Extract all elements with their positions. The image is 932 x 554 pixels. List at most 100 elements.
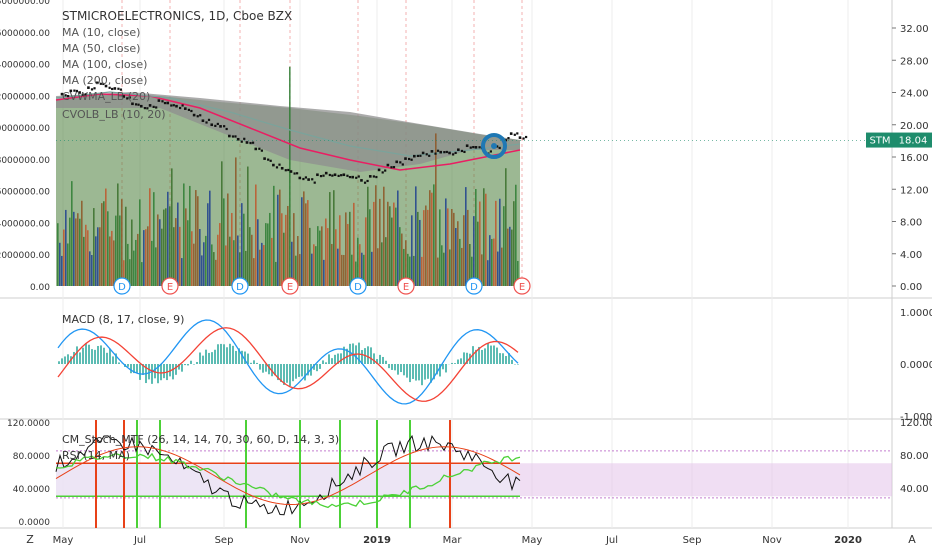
macd-histogram-bar: [172, 364, 174, 379]
volume-bar: [315, 246, 317, 286]
auto-scale-button[interactable]: A: [908, 533, 916, 546]
price-point: [223, 125, 225, 127]
volume-bar: [141, 262, 143, 286]
volume-bar: [513, 201, 515, 286]
macd-tick-label: 0.0000: [900, 360, 932, 371]
macd-histogram-bar: [502, 353, 504, 364]
volume-tick-label: 0.00: [30, 283, 50, 293]
volume-tick-label: 8000000.00: [0, 156, 50, 166]
volume-bar: [75, 218, 77, 286]
price-tick-label: 4.00: [900, 250, 922, 261]
macd-histogram-bar: [163, 364, 165, 378]
price-point: [190, 110, 192, 112]
price-point: [290, 170, 293, 173]
volume-bar: [411, 215, 413, 286]
macd-histogram-bar: [286, 364, 288, 383]
macd-histogram-bar: [229, 344, 231, 364]
macd-histogram-bar: [73, 352, 75, 364]
price-point: [519, 136, 522, 139]
macd-histogram-bar: [481, 350, 483, 364]
volume-bar: [81, 201, 83, 286]
volume-bar: [223, 198, 225, 286]
volume-bar: [159, 219, 161, 286]
volume-bar: [89, 251, 91, 286]
volume-bar: [389, 206, 391, 286]
volume-bar: [95, 236, 97, 286]
price-point: [448, 152, 451, 155]
price-point: [399, 161, 401, 163]
volume-bar: [345, 212, 347, 286]
log-scale-button[interactable]: Z: [26, 533, 34, 546]
macd-histogram-bar: [334, 355, 336, 364]
price-point: [199, 114, 201, 116]
volume-bar: [293, 213, 295, 286]
volume-bar: [425, 206, 427, 286]
time-tick-label: May: [522, 535, 543, 546]
macd-histogram-bar: [259, 364, 261, 370]
volume-bar: [489, 235, 491, 286]
volume-bar: [347, 224, 349, 286]
volume-bar: [273, 186, 275, 286]
price-point: [507, 137, 509, 139]
price-point: [258, 148, 260, 150]
price-point: [182, 104, 184, 106]
macd-histogram-bar: [298, 364, 300, 377]
price-tick-label: 0.00: [900, 282, 922, 293]
volume-bar: [163, 210, 165, 286]
volume-bar: [377, 248, 379, 286]
macd-histogram-bar: [223, 344, 225, 364]
volume-bar: [453, 213, 455, 286]
macd-histogram-bar: [199, 353, 201, 364]
volume-bar: [165, 208, 167, 286]
volume-tick-label: 2000000.00: [0, 251, 50, 261]
volume-bar: [231, 213, 233, 286]
volume-bar: [339, 215, 341, 286]
volume-bar: [443, 253, 445, 286]
volume-bar: [379, 199, 381, 286]
price-badge-value: 18.04: [899, 136, 928, 147]
price-point: [516, 132, 518, 134]
volume-tick-label: 18000000.00: [0, 0, 50, 7]
volume-bar: [67, 243, 69, 286]
volume-bar: [101, 203, 103, 286]
event-marker-label: E: [167, 282, 173, 293]
price-point: [373, 175, 375, 177]
volume-bar: [385, 237, 387, 286]
volume-bar: [193, 244, 195, 286]
volume-bar: [241, 203, 243, 286]
macd-histogram-bar: [226, 347, 228, 364]
price-point: [278, 164, 280, 166]
price-point: [457, 148, 460, 151]
price-point: [329, 174, 331, 176]
volume-bar: [225, 245, 227, 286]
volume-bar: [151, 241, 153, 286]
price-point: [419, 155, 421, 157]
time-tick-label: Mar: [443, 535, 463, 546]
volume-bar: [371, 252, 373, 286]
macd-histogram-bar: [100, 345, 102, 364]
macd-histogram-bar: [322, 360, 324, 364]
event-marker-label: E: [403, 282, 409, 293]
volume-bar: [137, 234, 139, 286]
volume-bar: [153, 192, 155, 286]
macd-histogram-bar: [211, 352, 213, 364]
indicator-ma10-label: MA (10, close): [62, 26, 140, 39]
price-point: [364, 182, 366, 184]
volume-bar: [185, 208, 187, 286]
volume-bar: [387, 202, 389, 286]
macd-histogram-bar: [325, 362, 327, 364]
macd-pane[interactable]: [58, 320, 519, 404]
volume-bar: [497, 252, 499, 286]
price-point: [243, 138, 245, 140]
price-point: [237, 138, 240, 141]
volume-bar: [473, 216, 475, 286]
macd-histogram-bar: [94, 350, 96, 364]
macd-histogram-bar: [250, 363, 252, 364]
volume-bar: [161, 229, 163, 286]
volume-bar: [289, 67, 291, 286]
price-point: [184, 107, 187, 110]
volume-bar: [139, 199, 141, 286]
price-point: [202, 119, 205, 122]
